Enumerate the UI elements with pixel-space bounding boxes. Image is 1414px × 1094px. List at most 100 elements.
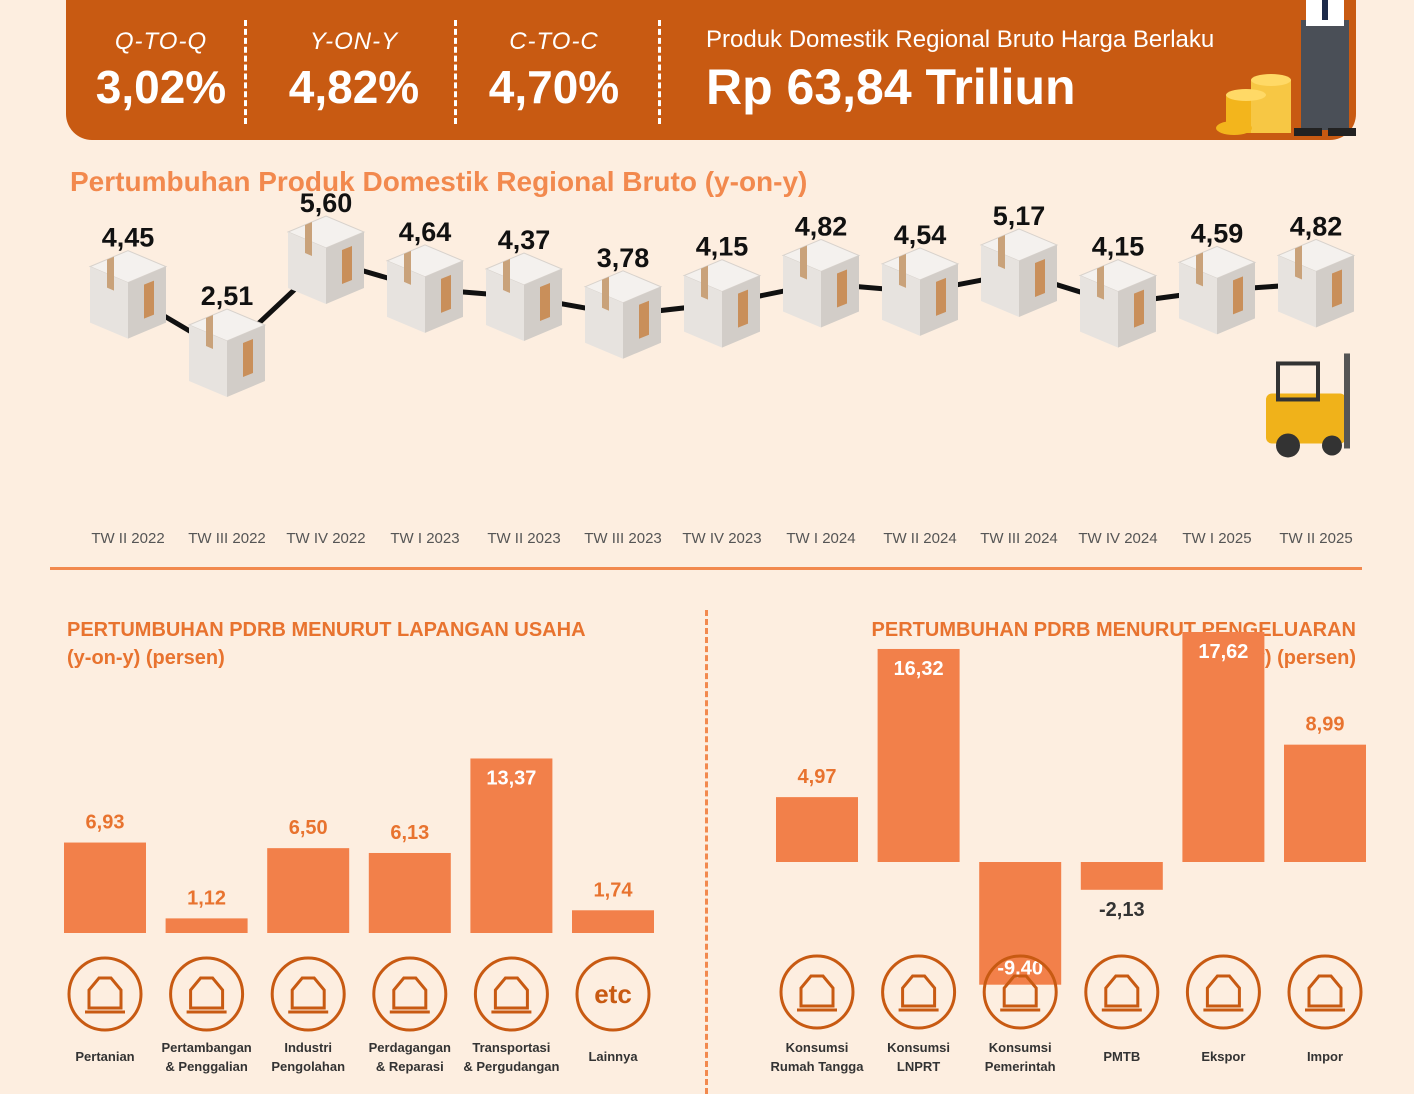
category-label: LNPRT [897, 1059, 940, 1074]
bar-value-label: 8,99 [1306, 714, 1345, 736]
bar-value-label: 1,12 [187, 887, 226, 909]
category-label: Industri [284, 1040, 332, 1055]
icon-ring [1287, 954, 1363, 1030]
box-label [144, 280, 154, 319]
box-label [936, 277, 946, 316]
line-value-label: 4,82 [795, 211, 848, 241]
box-left-face [486, 269, 524, 342]
icon-ring [575, 956, 651, 1032]
box-label [342, 246, 352, 284]
x-tick-label: TW IV 2022 [286, 530, 365, 547]
yony-value: 4,82% [288, 61, 420, 113]
box-tape [1295, 245, 1302, 280]
column-divider [705, 610, 708, 1094]
bar-value-label: 6,13 [390, 822, 429, 844]
line-value-label: 2,51 [201, 281, 254, 311]
pdrb-label: Produk Domestik Regional Bruto Harga Ber… [706, 26, 1215, 53]
box-left-face [684, 275, 722, 348]
icon-glyph [901, 974, 937, 1008]
box-icon [781, 238, 861, 328]
box-icon [1078, 259, 1158, 348]
coin-stack-icon [1216, 74, 1291, 135]
x-tick-label: TW IV 2024 [1078, 530, 1157, 547]
export-ship-icon [1185, 954, 1261, 1030]
x-tick-label: TW II 2024 [883, 530, 956, 547]
icon-glyph [87, 976, 123, 1010]
businessman-icon [1294, 0, 1356, 136]
expenditure-chart-title: PERTUMBUHAN PDRB MENURUT PENGELUARAN [871, 619, 1356, 641]
yony-stat: Y-ON-Y 4,82% [269, 0, 439, 114]
line-value-label: 4,37 [498, 225, 551, 255]
x-tick-label: TW II 2022 [91, 530, 164, 547]
box-tape [404, 250, 411, 285]
leaf-icon [67, 956, 143, 1032]
pdrb-block: Produk Domestik Regional Bruto Harga Ber… [706, 26, 1214, 116]
line-value-label: 4,45 [102, 223, 155, 253]
qtoq-label: Q-TO-Q [114, 28, 208, 55]
icon-glyph [1205, 974, 1241, 1008]
category-label: Pengolahan [271, 1059, 345, 1074]
bar [165, 918, 248, 933]
bar [979, 862, 1062, 985]
icon-ring [270, 956, 346, 1032]
line-value-label: 3,78 [597, 243, 650, 273]
summary-banner: Q-TO-Q 3,02% Y-ON-Y 4,82% C-TO-C 4,70% P… [66, 0, 1356, 140]
box-left-face [585, 286, 623, 359]
box-tape [1097, 265, 1104, 300]
x-tick-label: TW I 2024 [786, 530, 855, 547]
box-label [639, 300, 649, 339]
qtoq-value: 3,02% [95, 61, 227, 113]
box-icon [1177, 245, 1257, 335]
bar [1080, 862, 1163, 890]
box-tape [503, 259, 510, 294]
category-label: Pemerintah [985, 1059, 1056, 1074]
line-value-label: 4,54 [894, 220, 947, 250]
box-tape [800, 245, 807, 280]
box-tape [1196, 252, 1203, 287]
line-value-label: 5,60 [300, 188, 353, 218]
line-value-label: 4,64 [399, 217, 452, 247]
ctoc-label: C-TO-C [509, 28, 599, 55]
factory-icon [270, 956, 346, 1032]
box-icon [286, 215, 366, 304]
icon-ring [779, 954, 855, 1030]
yony-label: Y-ON-Y [309, 28, 399, 55]
box-tape [701, 265, 708, 300]
box-left-face [1278, 255, 1316, 328]
category-label: Perdagangan [369, 1040, 451, 1055]
box-tape [899, 253, 906, 288]
bar [572, 910, 654, 933]
category-label: Lainnya [588, 1049, 638, 1064]
bar [877, 648, 960, 862]
bar [64, 842, 146, 933]
line-value-label: 4,15 [696, 232, 749, 262]
box-tape [305, 222, 312, 256]
box-icon [385, 244, 465, 333]
bar [1284, 744, 1366, 862]
category-label: Rumah Tangga [771, 1059, 865, 1074]
bar [470, 758, 553, 933]
category-label: Transportasi [472, 1040, 550, 1055]
expenditure-chart-subtitle: (y-on-y) (persen) [1198, 647, 1356, 669]
box-icon [187, 308, 267, 397]
section-divider [50, 567, 1362, 570]
box-label [1332, 269, 1342, 308]
bar [368, 852, 451, 933]
box-tape [107, 256, 114, 291]
x-tick-label: TW II 2025 [1279, 530, 1352, 547]
bar-value-label: 13,37 [486, 767, 536, 789]
trade-icon [372, 956, 448, 1032]
category-label: Konsumsi [786, 1040, 849, 1055]
bar [776, 797, 858, 862]
category-label: PMTB [1103, 1049, 1140, 1064]
box-tape [206, 315, 213, 349]
category-label: Konsumsi [887, 1040, 950, 1055]
forklift-mast [1344, 353, 1350, 449]
icon-glyph [1002, 974, 1038, 1008]
icon-ring [169, 956, 245, 1032]
line-value-label: 4,59 [1191, 218, 1244, 248]
robot-arm-icon [1084, 954, 1160, 1030]
bar-value-label: 4,97 [798, 766, 837, 788]
line-value-label: 4,82 [1290, 211, 1343, 241]
category-label: Konsumsi [989, 1040, 1052, 1055]
